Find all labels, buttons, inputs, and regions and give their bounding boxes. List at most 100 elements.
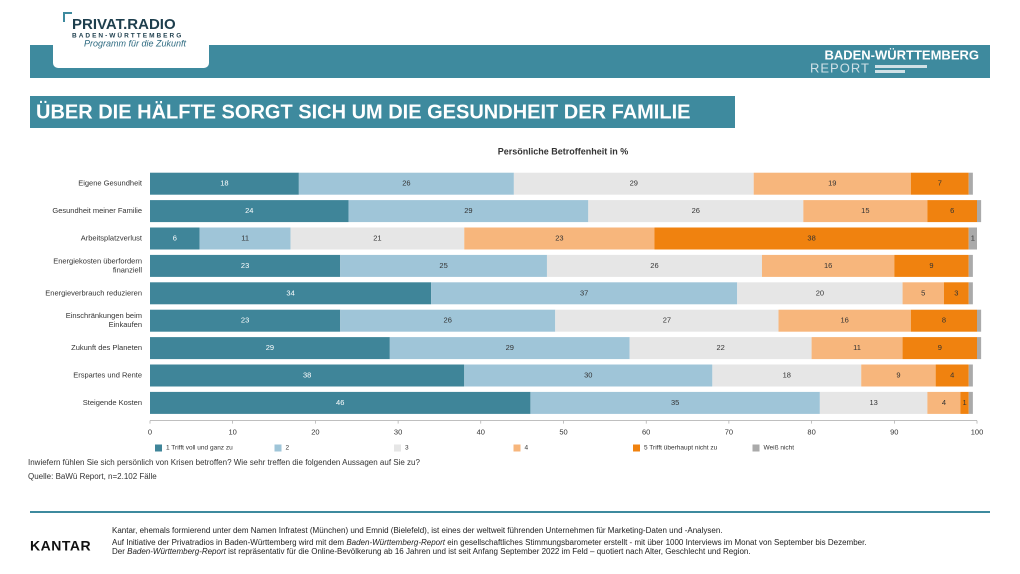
bar-segment: [199, 227, 291, 250]
bar-segment: [712, 364, 862, 387]
logo-mark: [63, 12, 72, 22]
bar-segment: [431, 282, 738, 305]
category-label: Erspartes und Rente: [73, 370, 142, 379]
value-label: 29: [630, 179, 638, 188]
category-label: Einschränkungen beim Einkaufen: [66, 311, 142, 329]
value-label: 29: [266, 343, 274, 352]
bar-segment: [150, 172, 299, 195]
legend-swatch: [274, 444, 282, 452]
value-label: 34: [286, 288, 294, 297]
bar-segment: [968, 172, 973, 195]
bar-segment: [927, 391, 961, 414]
x-tick-label: 40: [477, 428, 485, 437]
bar-segment: [464, 364, 713, 387]
bar-segment: [150, 200, 349, 223]
value-label: 3: [954, 288, 958, 297]
bar-segment: [761, 254, 895, 277]
bar-segment: [960, 391, 969, 414]
value-label: 6: [173, 233, 177, 242]
bar-segment: [298, 172, 514, 195]
value-label: 11: [853, 343, 861, 352]
report-deco: [875, 65, 927, 68]
bar-segment: [150, 254, 341, 277]
footer-text: Der Baden-Württemberg-Report ist repräse…: [112, 547, 751, 556]
value-label: 19: [828, 179, 836, 188]
bar-segment: [340, 254, 547, 277]
legend-label: 4: [525, 445, 529, 452]
bar-segment: [150, 309, 341, 332]
value-label: 1: [963, 398, 967, 407]
bar-segment: [753, 172, 911, 195]
legend-swatch: [633, 444, 640, 452]
bar-segment: [150, 282, 432, 305]
bar-segment: [968, 391, 973, 414]
bar-segment: [968, 364, 973, 387]
bar-segment: [910, 172, 969, 195]
bar-segment: [819, 391, 928, 414]
bar-segment: [737, 282, 903, 305]
bar-segment: [513, 172, 754, 195]
report-sub: REPORT: [810, 60, 870, 75]
value-label: 8: [942, 316, 946, 325]
bar-segment: [290, 227, 465, 250]
bar-segment: [902, 337, 977, 360]
headline: ÜBER DIE HÄLFTE SORGT SICH UM DIE GESUND…: [36, 100, 690, 123]
legend-swatch: [155, 444, 162, 452]
bar-segment: [943, 282, 969, 305]
bar-segment: [150, 391, 531, 414]
bar-segment: [150, 364, 465, 387]
footer-text-part: Der: [112, 547, 127, 556]
footer-text-part: Baden-Württemberg-Report: [346, 538, 445, 547]
value-label: 26: [402, 179, 410, 188]
bar-segment: [588, 200, 804, 223]
footer-text-part: ist repräsentativ für die Online-Bevölke…: [226, 547, 751, 556]
report-deco: [875, 70, 905, 73]
value-label: 16: [824, 261, 832, 270]
legend-swatch: [513, 444, 521, 452]
value-label: 30: [584, 370, 592, 379]
value-label: 9: [938, 343, 942, 352]
footer-text-part: Auf Initiative der Privatradios in Baden…: [112, 538, 346, 547]
x-tick-label: 20: [311, 428, 319, 437]
footer-text-part: Kantar, ehemals formierend unter dem Nam…: [112, 526, 723, 535]
report-title: BADEN-WÜRTTEMBERG: [824, 47, 979, 62]
chart-note: Inwiefern fühlen Sie sich persönlich von…: [28, 458, 421, 467]
bar-segment: [968, 282, 973, 305]
value-label: 38: [807, 233, 815, 242]
x-tick-label: 90: [890, 428, 898, 437]
value-label: 20: [816, 288, 824, 297]
value-label: 23: [241, 261, 249, 270]
bar-segment: [902, 282, 944, 305]
legend-label: 5 Trifft überhaupt nicht zu: [644, 445, 718, 452]
x-tick-label: 80: [807, 428, 815, 437]
category-label: Steigende Kosten: [83, 398, 142, 407]
x-tick-label: 100: [971, 428, 984, 437]
value-label: 29: [506, 343, 514, 352]
value-label: 23: [555, 233, 563, 242]
value-label: 18: [783, 370, 791, 379]
value-label: 15: [861, 206, 869, 215]
category-label: Energiekosten überfordern finanziell: [53, 256, 142, 274]
value-label: 1: [971, 233, 975, 242]
x-tick-label: 60: [642, 428, 650, 437]
value-label: 5: [921, 288, 925, 297]
value-label: 25: [439, 261, 447, 270]
bar-segment: [348, 200, 589, 223]
value-label: 26: [650, 261, 658, 270]
value-label: 37: [580, 288, 588, 297]
bar-segment: [340, 309, 556, 332]
value-label: 23: [241, 316, 249, 325]
bar-segment: [977, 200, 982, 223]
value-label: 11: [241, 233, 249, 242]
bar-segment: [968, 254, 973, 277]
category-label: Arbeitsplatzverlust: [81, 233, 143, 242]
legend-label: 1 Trifft voll und ganz zu: [166, 445, 233, 452]
bar-segment: [555, 309, 779, 332]
bar-segment: [530, 391, 820, 414]
footer-text: Auf Initiative der Privatradios in Baden…: [112, 538, 867, 547]
legend-label: Weiß nicht: [764, 445, 795, 452]
bar-segment: [811, 337, 903, 360]
legend-swatch: [394, 444, 401, 452]
footer-text: Kantar, ehemals formierend unter dem Nam…: [112, 526, 723, 535]
